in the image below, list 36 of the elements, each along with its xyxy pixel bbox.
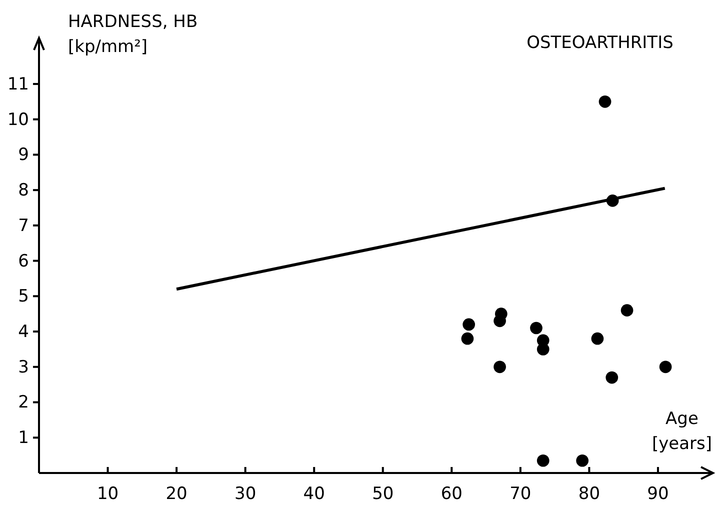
point [462, 318, 476, 331]
y-tick-label: 7 [18, 216, 29, 236]
y-axis-title: HARDNESS, HB [kp/mm²] [68, 12, 198, 57]
point [620, 304, 634, 316]
point [606, 371, 618, 384]
point [536, 454, 550, 467]
y-tick-label: 8 [18, 180, 29, 201]
x-axis-title: Age [years] [652, 409, 712, 454]
y-tick-label: 5 [18, 286, 29, 307]
point [591, 332, 604, 345]
x-tick-label: 70 [510, 484, 532, 504]
point [494, 360, 506, 374]
y-tick-label: 1 [18, 428, 29, 448]
point [530, 322, 542, 334]
y-tick-label: 11 [7, 74, 29, 94]
y-tick-label: 3 [18, 357, 29, 378]
point [598, 95, 612, 108]
chart-title: OSTEOARTHRITIS [526, 33, 674, 53]
x-tick-label: 10 [96, 484, 119, 504]
y-tick-label: 4 [18, 322, 29, 342]
point [461, 332, 474, 345]
point [659, 360, 672, 374]
point [536, 343, 550, 356]
point [576, 454, 589, 467]
x-tick-label: 80 [578, 484, 600, 504]
y-tick-label: 9 [18, 145, 29, 166]
y-tick-label: 2 [18, 392, 29, 413]
y-tick-label: 6 [18, 251, 29, 272]
point [494, 314, 506, 328]
x-tick-label: 40 [303, 484, 325, 504]
x-tick-label: 60 [440, 484, 462, 504]
x-tick-label: 50 [372, 484, 394, 504]
x-tick-label: 90 [647, 484, 669, 504]
x-tick-label: 30 [234, 484, 256, 504]
y-tick-label: 10 [7, 110, 29, 130]
x-tick-label: 20 [166, 484, 188, 504]
